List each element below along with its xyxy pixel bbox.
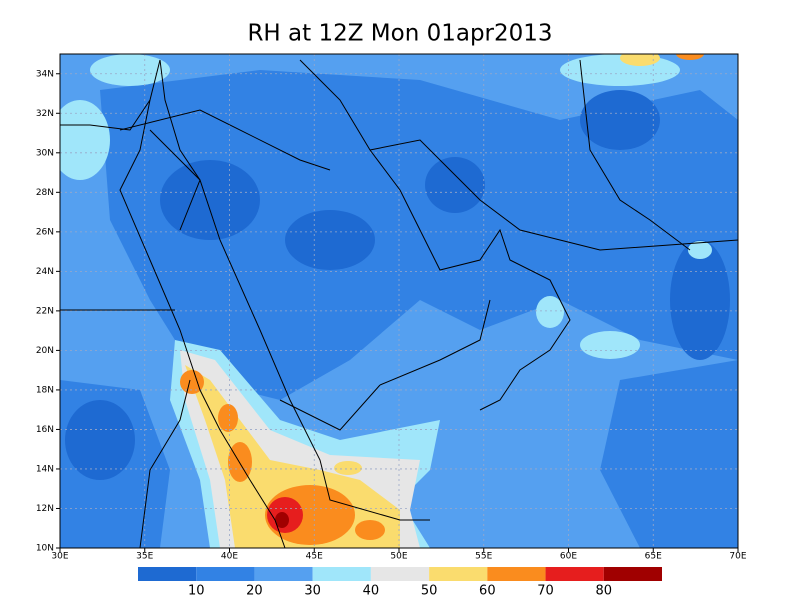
colorbar-box	[603, 567, 662, 581]
lat-tick-label: 16N	[36, 425, 54, 435]
title: RH at 12Z Mon 01apr2013	[247, 21, 552, 47]
colorbar-box	[487, 567, 546, 581]
colorbar-box	[429, 567, 488, 581]
rh-field	[60, 54, 738, 548]
lat-tick-label: 18N	[36, 385, 54, 395]
colorbar-box	[254, 567, 313, 581]
lat-tick-label: 20N	[36, 346, 54, 356]
lat-tick-label: 30N	[36, 148, 54, 158]
colorbar-label: 30	[304, 584, 321, 599]
colorbar-label: 50	[421, 584, 438, 599]
lon-tick-label: 65E	[645, 552, 662, 562]
lat-tick-label: 22N	[36, 306, 54, 316]
colorbar-box	[545, 567, 604, 581]
lat-tick-label: 34N	[36, 69, 54, 79]
colorbar-label: 20	[246, 584, 263, 599]
map-frame	[59, 53, 739, 549]
colorbar-box	[138, 567, 197, 581]
colorbar-label: 40	[363, 584, 380, 599]
lon-tick-label: 30E	[51, 552, 68, 562]
lon-tick-label: 60E	[560, 552, 577, 562]
coastlines	[60, 59, 738, 548]
colorbar-box	[196, 567, 255, 581]
colorbar-label: 80	[596, 584, 613, 599]
lat-tick-label: 32N	[36, 109, 54, 119]
lon-tick-label: 50E	[390, 552, 407, 562]
colorbar: 10 20 30 40 50 60 70 80	[138, 567, 662, 599]
lon-tick-label: 45E	[306, 552, 323, 562]
lat-tick-label: 26N	[36, 227, 54, 237]
lat-tick-label: 10N	[36, 544, 54, 554]
colorbar-box	[370, 567, 430, 581]
lon-tick-label: 40E	[221, 552, 238, 562]
colorbar-label: 10	[188, 584, 205, 599]
colorbar-label: 70	[537, 584, 554, 599]
colorbar-label: 60	[479, 584, 496, 599]
lat-tick-label: 24N	[36, 267, 54, 277]
lon-tick-label: 55E	[475, 552, 492, 562]
lat-tick-label: 12N	[36, 504, 54, 514]
lon-tick-label: 35E	[136, 552, 153, 562]
colorbar-box	[312, 567, 371, 581]
lat-tick-label: 28N	[36, 188, 54, 198]
lon-tick-label: 70E	[729, 552, 746, 562]
lat-tick-label: 14N	[36, 464, 54, 474]
